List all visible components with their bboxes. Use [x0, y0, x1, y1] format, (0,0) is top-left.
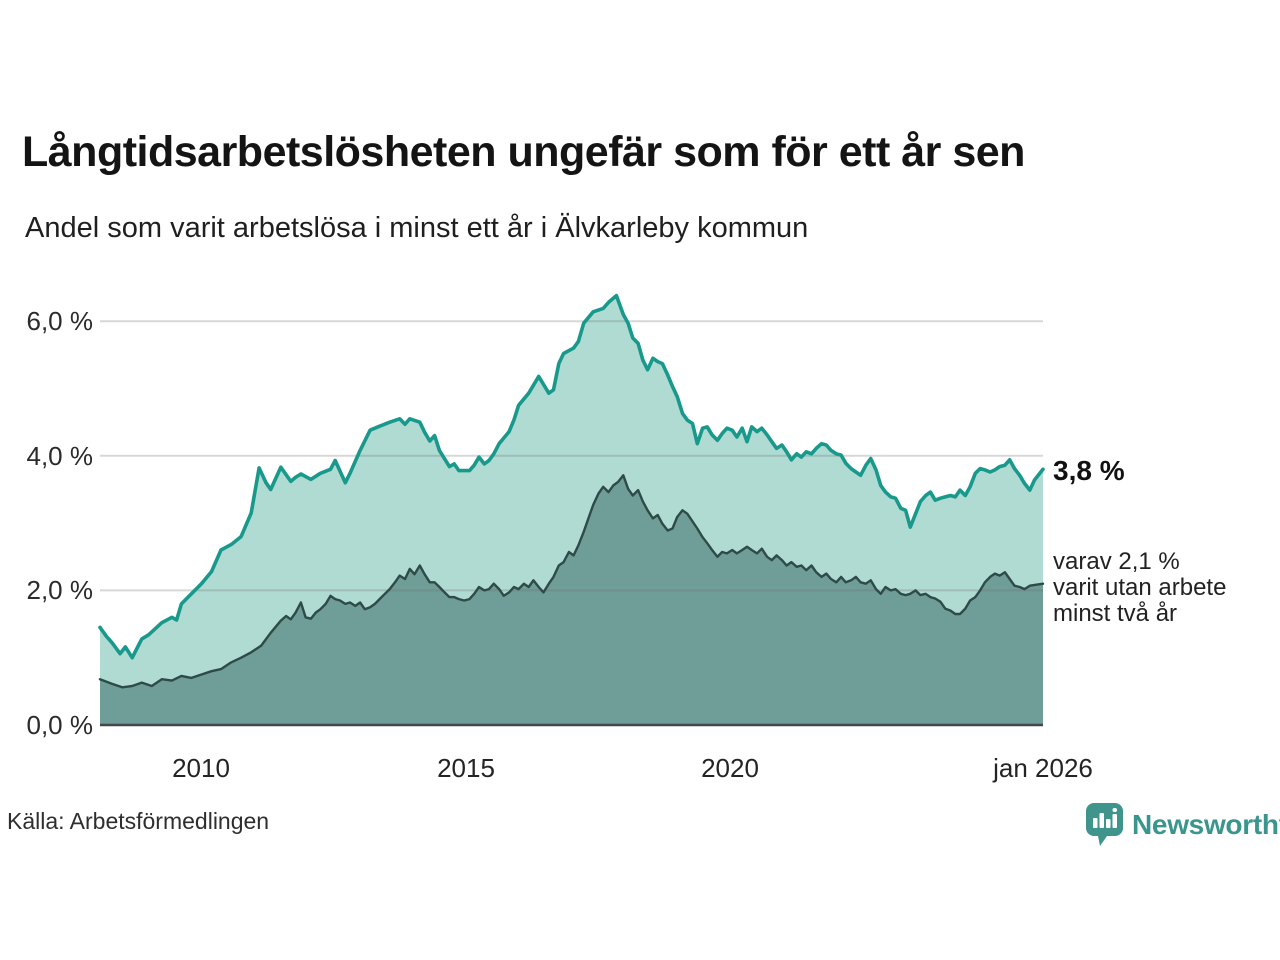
two-year-annotation-line3: minst två år — [1053, 600, 1178, 627]
total-line — [98, 293, 1045, 660]
x-tick-label-2010: 2010 — [172, 753, 230, 783]
gridlines — [100, 320, 1043, 592]
x-tick-label-2015: 2015 — [437, 753, 495, 783]
y-tick-label-4: 4,0 % — [26, 441, 94, 471]
page-subtitle: Andel som varit arbetslösa i minst ett å… — [25, 212, 809, 244]
newsworthy-logo: Newsworthy — [1086, 803, 1280, 847]
latest-total-value-label: 3,8 % — [1053, 455, 1125, 486]
two-year-line — [98, 474, 1045, 689]
y-tick-label-2: 2,0 % — [26, 575, 94, 605]
y-tick-label-6: 6,0 % — [26, 306, 94, 336]
newsworthy-wordmark: Newsworthy — [1132, 809, 1280, 840]
two-year-annotation-line2: varit utan arbete — [1053, 574, 1227, 601]
newsworthy-pin-bar-chart-icon — [1086, 803, 1123, 846]
page-title: Långtidsarbetslösheten ungefär som för e… — [22, 128, 1025, 176]
x-tick-label-jan-2026: jan 2026 — [993, 753, 1093, 783]
two-year-annotation: varav 2,1 % varit utan arbete minst två … — [1053, 549, 1278, 627]
x-tick-label-2020: 2020 — [701, 753, 759, 783]
source-credit: Källa: Arbetsförmedlingen — [7, 808, 270, 834]
two-year-area-fill — [100, 475, 1043, 725]
y-tick-label-0: 0,0 % — [26, 710, 94, 740]
two-year-annotation-line1: varav 2,1 % — [1053, 548, 1180, 575]
